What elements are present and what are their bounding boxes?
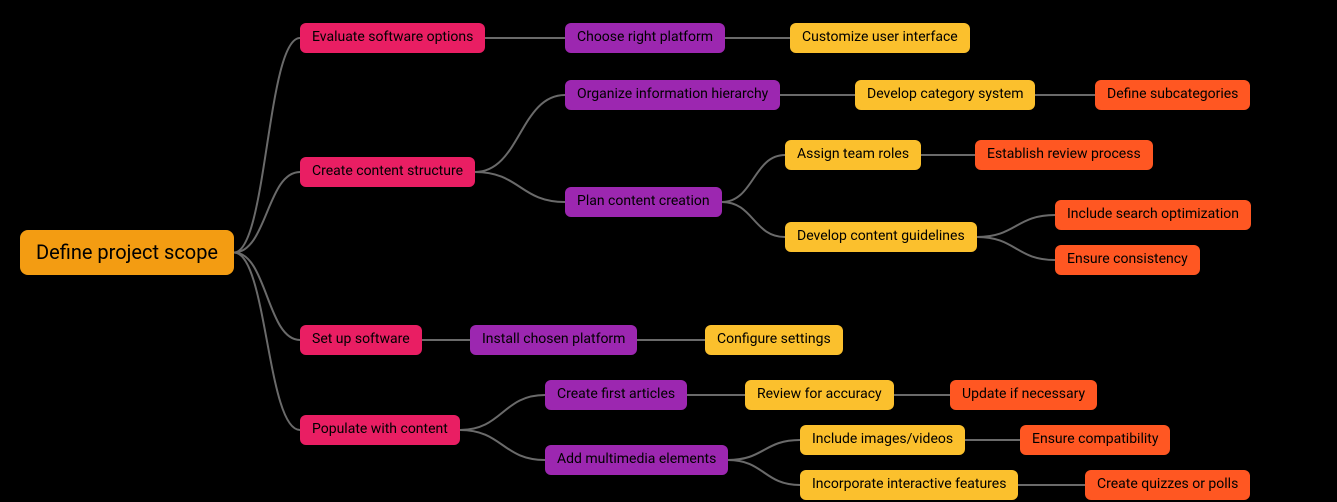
edge-root-n1: [234, 38, 300, 253]
edge-n2b2-n2b2b: [977, 237, 1055, 260]
edge-n2-n2b: [475, 172, 565, 202]
node-n1b: Customize user interface: [790, 23, 970, 53]
node-n2b2: Develop content guidelines: [785, 222, 977, 252]
node-n2a: Organize information hierarchy: [565, 80, 780, 110]
edge-n2b-n2b1: [722, 155, 785, 202]
node-n4a1: Review for accuracy: [745, 380, 894, 410]
node-n4b2: Incorporate interactive features: [800, 470, 1018, 500]
edge-n2b-n2b2: [722, 202, 785, 237]
node-n4b1: Include images/videos: [800, 425, 965, 455]
node-n2b1: Assign team roles: [785, 140, 921, 170]
edge-root-n4: [234, 253, 300, 431]
node-n4b: Add multimedia elements: [545, 445, 728, 475]
node-n4a1a: Update if necessary: [950, 380, 1097, 410]
edge-n4-n4b: [460, 430, 545, 460]
node-n2a1a: Define subcategories: [1095, 80, 1250, 110]
edge-root-n2: [234, 172, 300, 253]
edge-n2-n2a: [475, 95, 565, 172]
edge-n2b2-n2b2a: [977, 215, 1055, 237]
node-root: Define project scope: [20, 230, 234, 275]
node-n3: Set up software: [300, 325, 422, 355]
node-n1a: Choose right platform: [565, 23, 725, 53]
node-n3a: Install chosen platform: [470, 325, 637, 355]
edge-root-n3: [234, 253, 300, 341]
node-n2b: Plan content creation: [565, 187, 722, 217]
edge-n4b-n4b1: [728, 440, 800, 460]
node-n4b2a: Create quizzes or polls: [1085, 470, 1250, 500]
node-n4b1a: Ensure compatibility: [1020, 425, 1170, 455]
node-n2a1: Develop category system: [855, 80, 1035, 110]
edge-n4b-n4b2: [728, 460, 800, 485]
node-n1: Evaluate software options: [300, 23, 485, 53]
edge-n4-n4a: [460, 395, 545, 430]
node-n2b2b: Ensure consistency: [1055, 245, 1200, 275]
mindmap-canvas: Define project scope Evaluate software op…: [0, 0, 1337, 502]
node-n3b: Configure settings: [705, 325, 843, 355]
node-n2b1a: Establish review process: [975, 140, 1153, 170]
node-n2b2a: Include search optimization: [1055, 200, 1251, 230]
node-n4a: Create first articles: [545, 380, 687, 410]
node-n2: Create content structure: [300, 157, 475, 187]
node-n4: Populate with content: [300, 415, 460, 445]
